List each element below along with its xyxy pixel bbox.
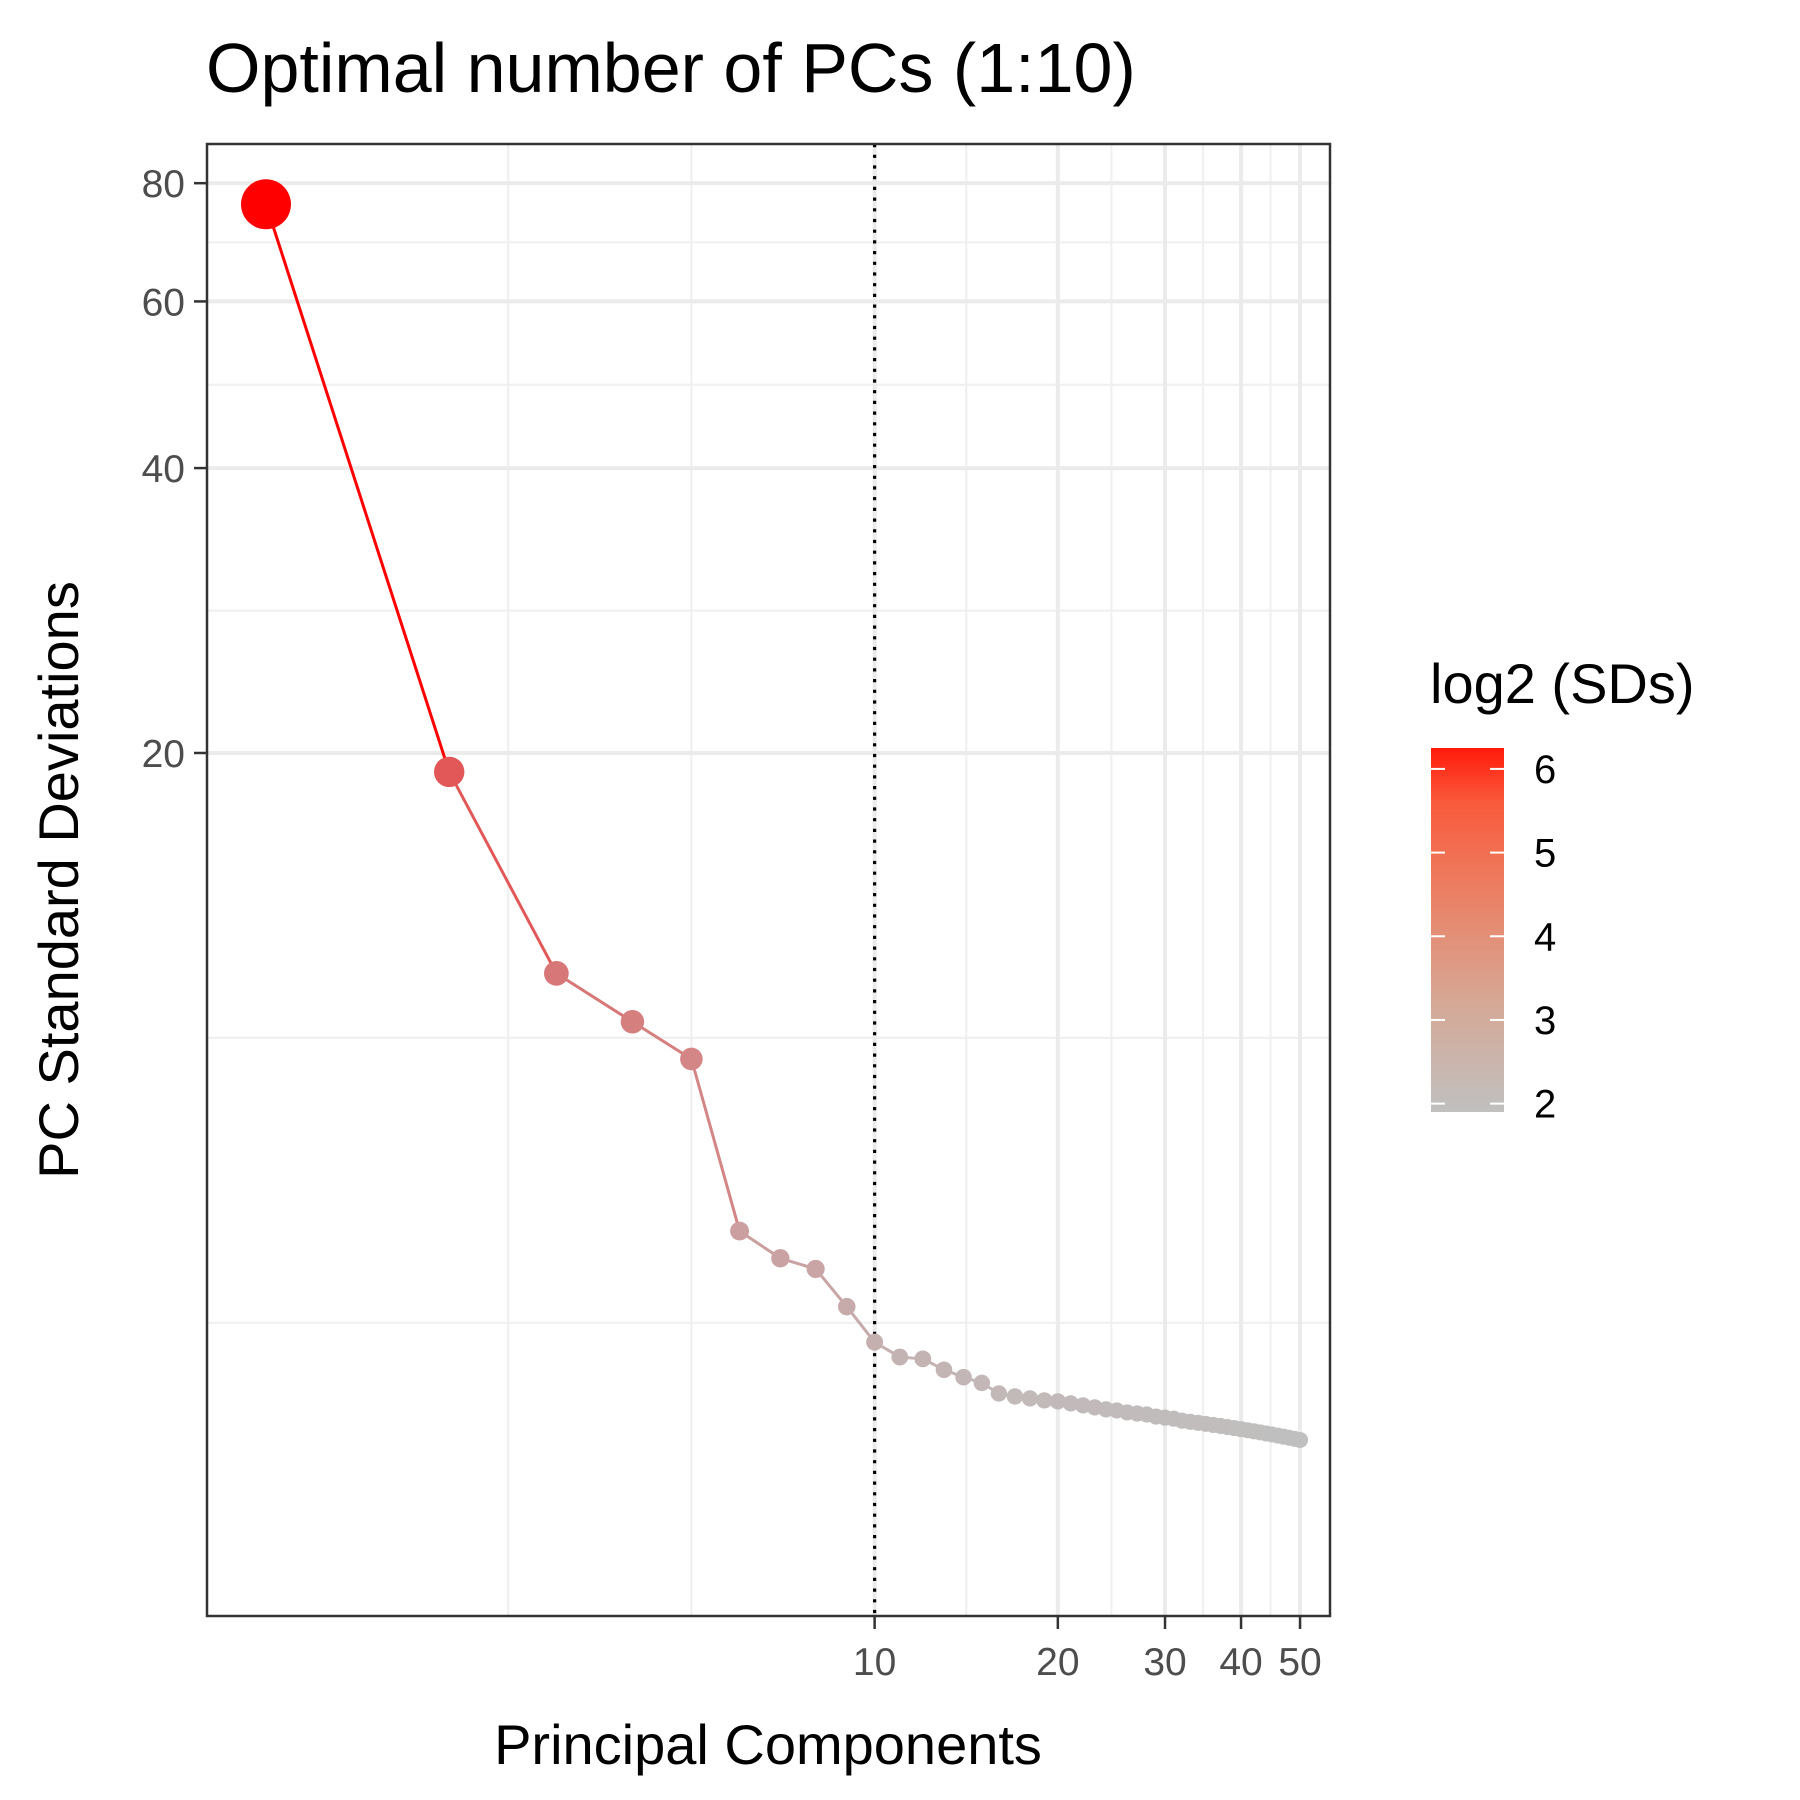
plot-border (205, 142, 1332, 1618)
data-point-pc-14 (955, 1368, 972, 1386)
data-point-pc-13 (935, 1361, 953, 1379)
data-point-pc-17 (1006, 1388, 1024, 1405)
gridlines (207, 144, 1330, 1616)
legend-ticks: 6 5 4 3 2 (1431, 748, 1556, 1127)
x-axis-title: Principal Components (494, 1713, 1042, 1776)
line-segment (447, 770, 558, 975)
y-tick-label: 80 (142, 163, 185, 206)
data-point-pc-6 (730, 1221, 750, 1241)
data-point-pc-3 (544, 960, 569, 986)
plot-panel (207, 144, 1330, 1616)
y-axis: 20 40 60 80 (142, 163, 207, 776)
x-tick-label: 50 (1278, 1641, 1321, 1684)
y-tick-label: 60 (142, 281, 185, 324)
line-segment (264, 202, 451, 774)
data-point-pc-8 (806, 1259, 825, 1279)
data-point-pc-21 (1062, 1395, 1079, 1412)
legend-tick-label: 5 (1534, 832, 1556, 876)
line-segment (689, 1057, 742, 1233)
data-point-pc-7 (771, 1249, 790, 1268)
legend-tick-label: 6 (1534, 748, 1556, 792)
data-point-pc-9 (837, 1297, 856, 1316)
data-point-pc-15 (973, 1374, 991, 1392)
x-tick-label: 40 (1219, 1641, 1262, 1684)
legend-tick-label: 3 (1534, 999, 1556, 1043)
line-segment (554, 971, 634, 1024)
chart-title: Optimal number of PCs (1:10) (206, 29, 1136, 107)
data-point-pc-19 (1036, 1392, 1053, 1409)
y-tick-label: 40 (142, 448, 185, 491)
x-axis: 10 20 30 40 50 (853, 1616, 1322, 1684)
x-tick-label: 20 (1036, 1641, 1079, 1684)
y-tick-label: 20 (142, 733, 185, 776)
data-point-pc-22 (1074, 1397, 1092, 1414)
data-point-pc-11 (891, 1348, 909, 1366)
data-point-pc-12 (914, 1350, 932, 1368)
y-axis-title: PC Standard Deviations (27, 581, 90, 1179)
color-legend: log2 (SDs) 6 5 4 3 2 (1430, 652, 1695, 1127)
data-point-pc-2 (433, 756, 465, 788)
x-tick-label: 30 (1143, 1641, 1186, 1684)
series-points (240, 179, 1309, 1448)
data-point-pc-16 (990, 1385, 1008, 1402)
data-point-pc-1 (240, 179, 291, 230)
legend-title: log2 (SDs) (1430, 652, 1695, 715)
legend-tick-label: 2 (1534, 1083, 1556, 1127)
x-tick-label: 10 (853, 1641, 896, 1684)
data-point-pc-20 (1049, 1393, 1066, 1410)
legend-tick-label: 4 (1534, 915, 1556, 959)
data-point-pc-18 (1021, 1390, 1039, 1407)
data-point-pc-5 (680, 1047, 703, 1071)
data-point-pc-4 (620, 1010, 645, 1034)
legend-colorbar (1431, 748, 1504, 1112)
data-point-pc-10 (866, 1333, 884, 1351)
